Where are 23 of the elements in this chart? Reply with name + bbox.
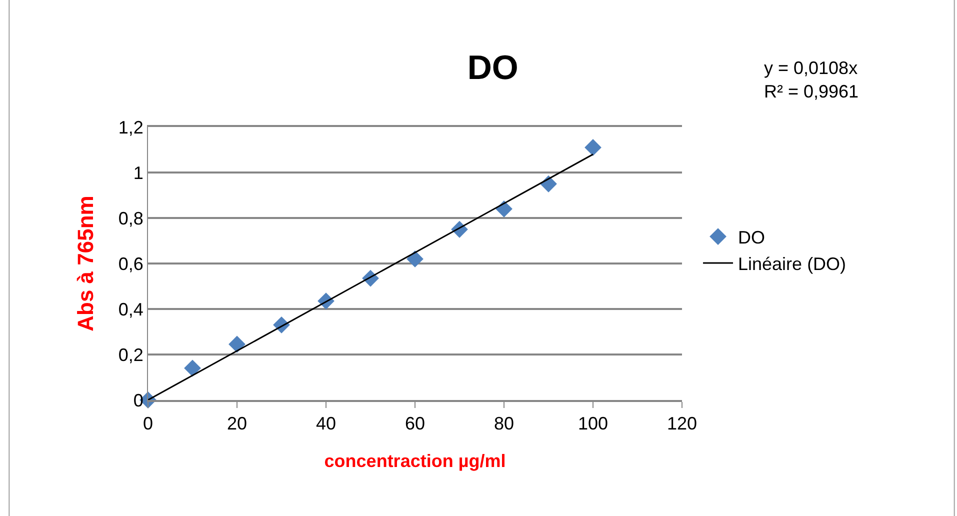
y-tick-label: 0,4 bbox=[118, 299, 144, 320]
y-tick-label: 1,2 bbox=[118, 117, 144, 138]
x-axis-title: concentraction µg/ml bbox=[324, 450, 506, 471]
point bbox=[228, 336, 246, 353]
point bbox=[184, 360, 201, 377]
x-tick-label: 80 bbox=[494, 413, 514, 434]
x-tick-label: 60 bbox=[404, 413, 426, 434]
legend-label: Linéaire (DO) bbox=[738, 254, 846, 274]
text: y = 0,0108x R² = 0,9961 bbox=[764, 58, 859, 102]
chart-title: DO bbox=[467, 48, 518, 87]
legend-label: DO bbox=[738, 228, 766, 248]
y-tick-label: 0 bbox=[133, 390, 144, 410]
point bbox=[584, 139, 602, 156]
y-tick-label: 0,2 bbox=[118, 344, 144, 365]
point bbox=[406, 250, 424, 268]
y-tick-label: 0,6 bbox=[118, 254, 144, 274]
x-tick-label: 20 bbox=[226, 413, 248, 434]
x-tick-label: 100 bbox=[578, 413, 608, 434]
y-axis-title: Abs à 765nm bbox=[73, 196, 98, 332]
y-tick-label: 0,8 bbox=[118, 208, 144, 228]
x-tick-label: 40 bbox=[316, 413, 336, 434]
x-tick-label: 120 bbox=[666, 413, 698, 434]
y-tick-label: 1 bbox=[133, 162, 144, 183]
